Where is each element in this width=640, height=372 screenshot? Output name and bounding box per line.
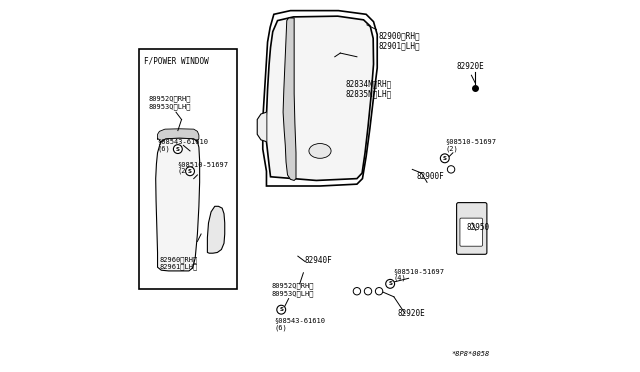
Text: §08510-51697
(2): §08510-51697 (2) (178, 161, 229, 174)
Text: 82920E: 82920E (456, 62, 484, 71)
Circle shape (440, 154, 449, 163)
Text: 82940F: 82940F (305, 256, 332, 265)
FancyBboxPatch shape (460, 218, 483, 246)
Circle shape (447, 166, 455, 173)
Text: §08543-61610
(6): §08543-61610 (6) (157, 139, 209, 152)
Bar (139, 49, 237, 289)
FancyBboxPatch shape (456, 203, 487, 254)
PathPatch shape (257, 112, 266, 142)
PathPatch shape (266, 16, 374, 180)
Circle shape (364, 288, 372, 295)
Text: 82900F: 82900F (417, 172, 445, 181)
Text: §08510-51697
(4): §08510-51697 (4) (394, 268, 445, 282)
Circle shape (376, 288, 383, 295)
Text: *8P8*0058: *8P8*0058 (451, 350, 490, 357)
Circle shape (173, 145, 182, 154)
Circle shape (353, 288, 360, 295)
Text: S: S (443, 156, 447, 161)
Text: §08510-51697
(2): §08510-51697 (2) (445, 138, 497, 151)
Text: 82900〈RH〉
82901〈LH〉: 82900〈RH〉 82901〈LH〉 (378, 31, 420, 50)
Text: 82950: 82950 (467, 223, 490, 232)
Text: S: S (176, 147, 180, 151)
PathPatch shape (157, 129, 199, 142)
Text: 80952Q〈RH〉
80953Q〈LH〉: 80952Q〈RH〉 80953Q〈LH〉 (148, 96, 191, 110)
Text: S: S (279, 307, 284, 312)
PathPatch shape (207, 206, 225, 253)
Text: 82920E: 82920E (397, 309, 426, 318)
Text: 80952Q〈RH〉
80953Q〈LH〉: 80952Q〈RH〉 80953Q〈LH〉 (271, 283, 314, 297)
PathPatch shape (156, 138, 200, 271)
Ellipse shape (309, 144, 331, 158)
Text: S: S (188, 169, 192, 174)
Text: S: S (388, 281, 392, 286)
Text: 82960〈RH〉
82961〈LH〉: 82960〈RH〉 82961〈LH〉 (159, 256, 198, 270)
Circle shape (277, 305, 285, 314)
Text: §08543-61610
(6): §08543-61610 (6) (274, 317, 325, 331)
Circle shape (186, 167, 195, 176)
PathPatch shape (283, 18, 296, 180)
Text: 82834N〈RH〉
82835N〈LH〉: 82834N〈RH〉 82835N〈LH〉 (346, 79, 392, 98)
Circle shape (386, 279, 395, 288)
Text: F/POWER WINDOW: F/POWER WINDOW (143, 56, 208, 65)
